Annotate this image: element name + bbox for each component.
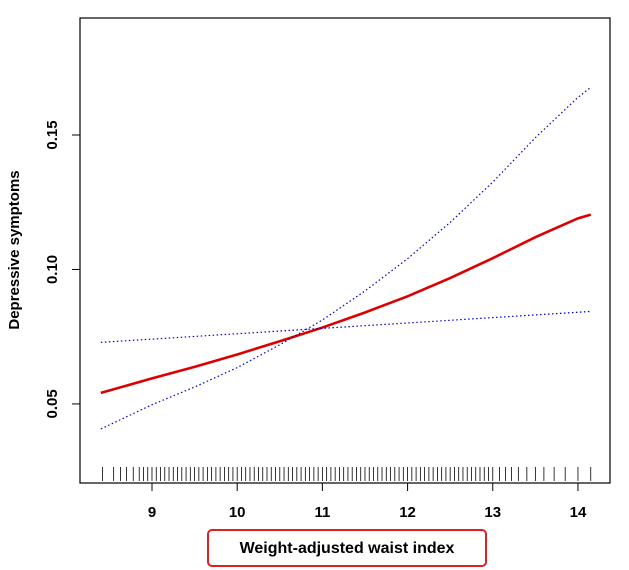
series-line [100,86,592,430]
x-tick-label: 11 [314,504,330,521]
y-tick-label: 0.15 [44,120,61,149]
plot-frame [79,17,611,484]
series-line [100,213,592,395]
x-tick-label: 13 [484,504,501,521]
y-tick-label: 0.05 [44,389,61,418]
x-tick-label: 9 [148,504,156,521]
x-tick-label: 10 [229,504,246,521]
x-axis-title: Weight-adjusted waist index [240,540,455,557]
x-tick-label: 14 [570,504,587,521]
y-tick-label: 0.10 [44,255,61,284]
x-tick-label: 12 [399,504,416,521]
x-title-box [207,529,487,567]
y-axis-title: Depressive symptoms [6,170,23,329]
series-line [100,310,591,343]
